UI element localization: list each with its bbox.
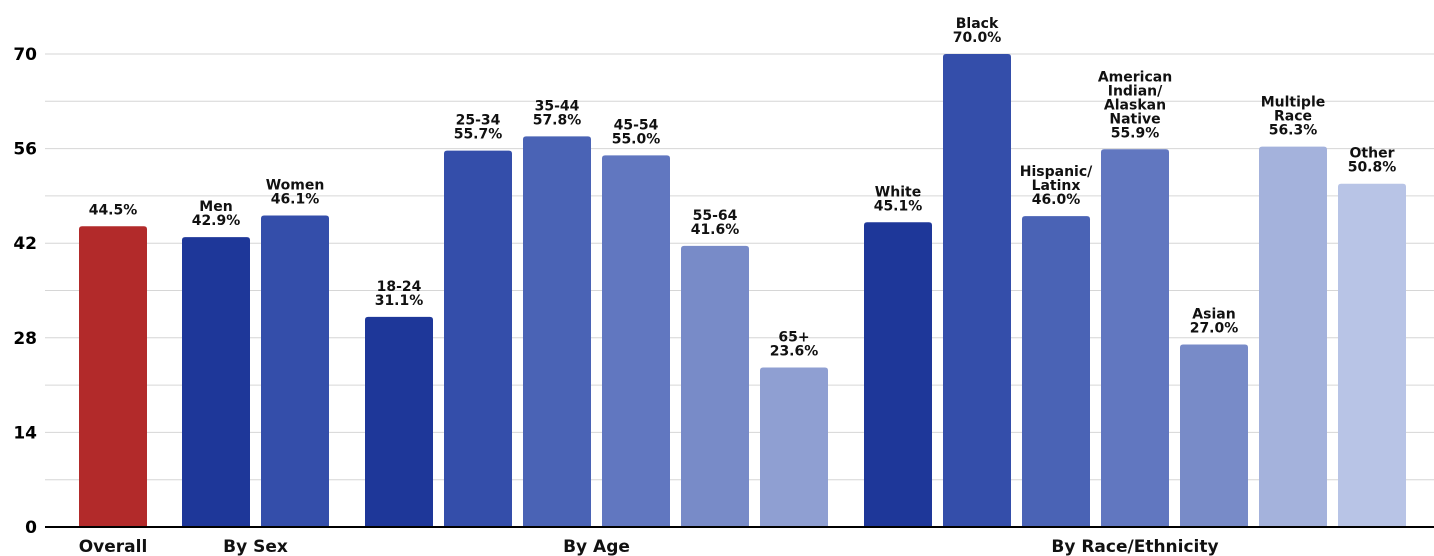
bar-category-label: 65+ [778,330,809,346]
bar-category-label: Indian/ [1108,83,1163,99]
data-label: 56.3% [1269,123,1318,139]
y-tick-label: 70 [13,45,37,65]
bar [79,226,147,528]
bar-category-label: Alaskan [1104,97,1166,113]
bar-category-label: Latinx [1032,178,1081,194]
bar [365,316,433,527]
bar [182,237,250,527]
bar-category-label: 18-24 [377,279,422,295]
x-group-label: By Age [563,537,630,556]
bar [1101,149,1169,528]
bar-category-label: 35-44 [535,98,580,114]
data-label: 55.0% [612,131,661,147]
x-group-label: Overall [79,537,148,556]
y-tick-label: 14 [13,423,37,443]
bar [523,136,591,528]
data-label: 45.1% [874,198,923,214]
bar [864,222,932,527]
data-label: 23.6% [770,344,819,360]
x-axis-group-labels: Overall By Sex By Age By Race/Ethnicity [79,537,1219,556]
data-label: 55.7% [454,127,503,143]
bar-category-label: 55-64 [693,208,738,224]
bar-category-label: American [1098,69,1172,85]
bar-category-label: Hispanic/ [1020,164,1093,180]
data-label: 31.1% [375,293,424,309]
bar-category-label: Men [199,199,232,215]
y-tick-label: 56 [13,140,37,160]
bar-category-label: Asian [1192,307,1235,323]
bar-category-label: Black [956,16,999,32]
bar-category-label: 25-34 [456,113,501,129]
bar-category-label: White [875,184,921,200]
bar [760,367,828,527]
bars [79,54,1406,528]
bar-category-label: Native [1109,111,1160,127]
y-tick-label: 28 [13,329,37,349]
bar [444,150,512,527]
data-label: 44.5% [89,202,138,218]
bar-category-label: Other [1350,146,1395,162]
data-label: 41.6% [691,222,740,238]
y-tick-label: 42 [13,234,37,254]
data-label: 46.0% [1032,192,1081,208]
bar [1259,146,1327,527]
bar-category-label: Race [1274,109,1312,125]
data-label: 46.1% [271,191,320,207]
bar [261,215,329,527]
bar [1180,344,1248,527]
bar [943,54,1011,527]
bar [602,155,670,527]
y-axis: 0 14 28 42 56 70 [13,45,37,538]
data-label: 50.8% [1348,160,1397,176]
x-group-label: By Race/Ethnicity [1051,537,1218,556]
data-label: 27.0% [1190,321,1239,337]
bar-category-label: Multiple [1261,95,1326,111]
y-tick-label: 0 [25,518,37,538]
data-label: 55.9% [1111,125,1160,141]
bar-category-label: Women [266,177,325,193]
data-label: 42.9% [192,213,241,229]
data-label: 70.0% [953,30,1002,46]
bar [681,245,749,527]
bar-category-label: 45-54 [614,117,659,133]
x-group-label: By Sex [223,537,288,556]
bar [1022,216,1090,527]
data-label: 57.8% [533,112,582,128]
bar [1338,183,1406,528]
data-labels: 44.5% Men42.9%Women46.1%18-2431.1%25-3455… [89,16,1397,360]
